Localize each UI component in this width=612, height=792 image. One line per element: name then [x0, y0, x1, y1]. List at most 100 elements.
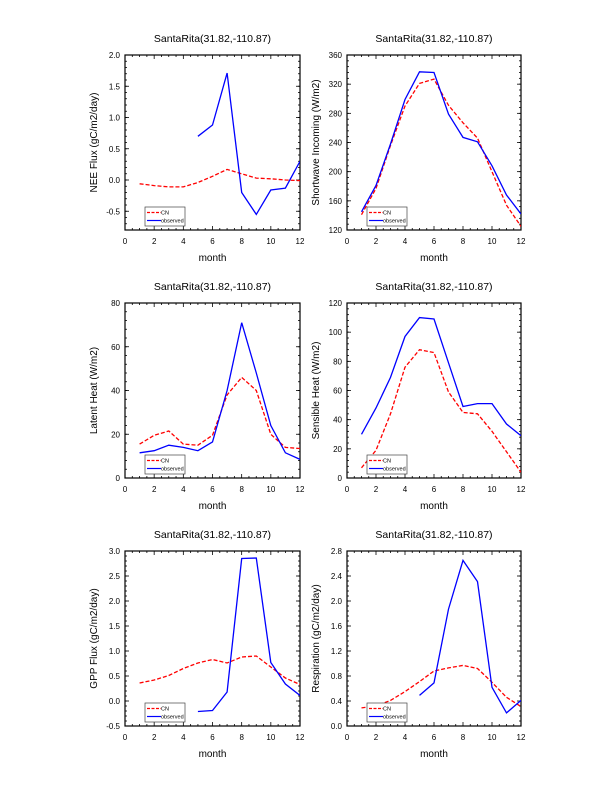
series-line-cn	[361, 664, 521, 709]
y-tick-label: 1.5	[109, 622, 121, 631]
y-tick-label: 20	[333, 445, 342, 454]
y-tick-label: 120	[329, 226, 343, 235]
series-line-cn	[360, 78, 521, 227]
y-axis-label: NEE Flux (gC/m2/day)	[89, 92, 100, 192]
legend: CN observed	[366, 454, 408, 475]
x-tick-label: 8	[461, 485, 466, 494]
plot-frame	[124, 54, 301, 231]
y-tick-label: 2.8	[331, 547, 343, 556]
y-tick-label: 2.5	[109, 572, 121, 581]
y-tick-label: 60	[111, 343, 120, 352]
legend-label: observed	[161, 219, 184, 225]
legend: CN observed	[366, 206, 408, 227]
x-tick-label: 0	[123, 485, 128, 494]
legend-box	[144, 206, 186, 227]
y-axis-label: Respiration (gC/m2/day)	[311, 584, 322, 692]
y-tick-label: 1.6	[331, 622, 343, 631]
y-tick-label: 200	[329, 168, 343, 177]
y-tick-label: 80	[333, 357, 342, 366]
plot-frame	[346, 550, 522, 727]
y-tick-label: 0	[116, 474, 121, 483]
y-tick-label: 2.4	[331, 572, 343, 581]
y-tick-label: 1.0	[109, 647, 121, 656]
y-tick-label: 0.0	[109, 697, 121, 706]
x-tick-label: 8	[239, 485, 244, 494]
y-tick-label: 0	[338, 474, 343, 483]
series-line-observed	[197, 557, 300, 713]
plot-frame	[346, 54, 522, 231]
legend-box	[144, 702, 186, 723]
y-axis-label: Sensible Heat (W/m2)	[311, 342, 322, 440]
legend-box	[366, 454, 408, 475]
chart-title: SantaRita(31.82,-110.87)	[154, 33, 271, 45]
x-tick-label: 4	[181, 485, 186, 494]
y-axis-label: GPP Flux (gC/m2/day)	[89, 588, 100, 688]
x-tick-label: 0	[123, 733, 128, 742]
legend-label: observed	[383, 219, 406, 225]
x-tick-label: 0	[345, 733, 350, 742]
y-tick-label: 1.0	[109, 114, 121, 123]
x-axis-label: month	[420, 253, 448, 264]
x-tick-label: 8	[461, 733, 466, 742]
chart-title: SantaRita(31.82,-110.87)	[375, 281, 492, 293]
x-tick-label: 10	[488, 485, 497, 494]
x-tick-label: 8	[461, 237, 466, 246]
y-axis-label: Shortwave Incoming (W/m2)	[311, 79, 322, 205]
x-tick-label: 2	[374, 237, 379, 246]
legend-box	[366, 702, 408, 723]
x-axis-label: month	[199, 501, 227, 512]
x-tick-label: 4	[181, 733, 186, 742]
y-tick-label: 160	[329, 197, 343, 206]
legend-label: CN	[383, 459, 391, 465]
y-tick-label: 3.0	[109, 547, 121, 556]
y-tick-label: 280	[329, 109, 343, 118]
x-tick-label: 8	[239, 733, 244, 742]
chart-panel-6: SantaRita(31.82,-110.87) 0 2 4 6 8 10 12 0.0 0.4 0…	[311, 529, 526, 760]
legend: CN observed	[366, 702, 408, 723]
series-line-observed	[360, 71, 521, 215]
x-tick-label: 6	[432, 733, 437, 742]
y-tick-label: -0.5	[106, 722, 120, 731]
x-tick-label: 0	[123, 237, 128, 246]
series-line-observed	[139, 322, 300, 460]
chart-panel-4: SantaRita(31.82,-110.87)0 2 4 6 8 10 120204060…	[311, 281, 526, 512]
y-axis-label: Latent Heat (W/m2)	[89, 347, 100, 434]
y-tick-label: 0.8	[331, 672, 343, 681]
series-line-cn	[139, 376, 300, 450]
x-tick-label: 10	[266, 733, 275, 742]
x-tick-label: 8	[239, 237, 244, 246]
series-line-cn	[139, 168, 300, 188]
x-tick-label: 6	[432, 485, 437, 494]
chart-panel-1: SantaRita(31.82,-110.87) 0 2 4 6 8 10 12 -0.5 0.0…	[89, 33, 305, 264]
legend-label: observed	[161, 715, 184, 721]
legend-label: CN	[161, 211, 169, 217]
x-tick-label: 6	[210, 485, 215, 494]
x-tick-label: 4	[181, 237, 186, 246]
x-tick-label: 12	[296, 485, 305, 494]
x-tick-label: 0	[345, 237, 350, 246]
y-tick-label: 2.0	[109, 597, 121, 606]
y-tick-label: 1.5	[109, 82, 121, 91]
y-tick-label: 40	[333, 416, 342, 425]
series-line-observed	[197, 72, 300, 216]
series-line-observed	[360, 316, 521, 437]
x-axis-label: month	[420, 749, 448, 760]
x-tick-label: 0	[345, 485, 350, 494]
chart-panel-3: SantaRita(31.82,-110.87) 0 2 4 6 8 10 12 0 20 40 60…	[89, 281, 305, 512]
y-tick-label: 360	[329, 51, 343, 60]
x-tick-label: 4	[403, 485, 408, 494]
y-tick-label: 1.2	[331, 647, 343, 656]
legend-label: CN	[383, 211, 391, 217]
x-tick-label: 2	[152, 237, 157, 246]
x-tick-label: 10	[266, 237, 275, 246]
x-tick-label: 6	[210, 733, 215, 742]
y-tick-label: 20	[111, 430, 120, 439]
series-line-cn	[360, 348, 521, 473]
y-tick-label: 0.4	[331, 697, 343, 706]
y-tick-label: 120	[329, 299, 343, 308]
legend-label: observed	[161, 467, 184, 473]
x-tick-label: 2	[152, 733, 157, 742]
legend-box	[366, 206, 408, 227]
legend: CN observed	[144, 702, 186, 723]
